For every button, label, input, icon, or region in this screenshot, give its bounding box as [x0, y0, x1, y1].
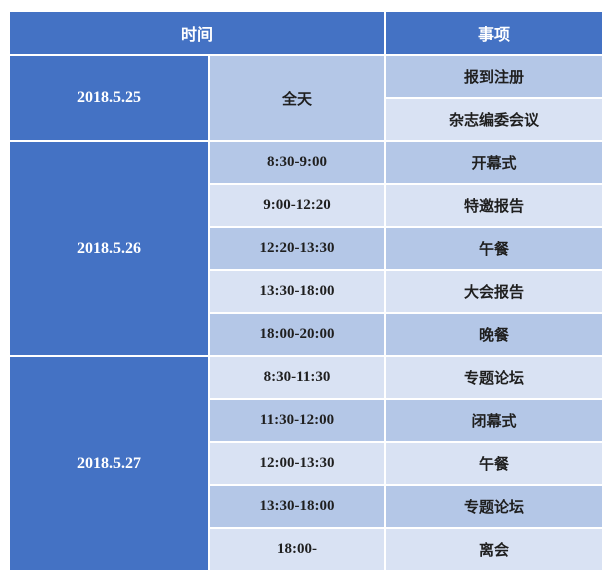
item-cell: 开幕式 [386, 142, 603, 183]
table-row: 2018.5.27 8:30-11:30 专题论坛 [10, 357, 603, 570]
time-cell: 11:30-12:00 [210, 400, 385, 441]
item-cell: 专题论坛 [386, 357, 603, 398]
item-cell: 午餐 [386, 228, 603, 269]
time-cell: 8:30-9:00 [210, 142, 385, 183]
item-cell: 晚餐 [386, 314, 603, 355]
item-cell: 闭幕式 [386, 400, 603, 441]
table-row: 18:00-20:00 晚餐 [10, 314, 603, 355]
table-row: 11:30-12:00 闭幕式 [10, 400, 603, 441]
table-row: 12:20-13:30 午餐 [10, 228, 603, 269]
table-row: 13:30-18:00 大会报告 [10, 271, 603, 312]
table-row: 杂志编委会议 [10, 99, 603, 140]
table-row: 2018.5.25 全天 报到注册 [10, 56, 603, 140]
time-cell: 13:30-18:00 [210, 271, 385, 312]
table-row: 13:30-18:00 专题论坛 [10, 486, 603, 527]
schedule-table: 时间 事项 2018.5.25 全天 报到注册 杂志编委会议 2018.5.26… [8, 10, 604, 572]
date-cell-day3: 2018.5.27 [10, 357, 208, 570]
time-cell: 8:30-11:30 [210, 357, 385, 398]
item-cell: 午餐 [386, 443, 603, 484]
header-item: 事项 [386, 12, 603, 54]
item-cell: 大会报告 [386, 271, 603, 312]
date-cell-day1: 2018.5.25 [10, 56, 208, 140]
time-cell: 18:00-20:00 [210, 314, 385, 355]
time-cell-all-day: 全天 [210, 56, 385, 140]
time-cell: 9:00-12:20 [210, 185, 385, 226]
time-cell: 12:00-13:30 [210, 443, 385, 484]
item-cell: 报到注册 [386, 56, 603, 97]
item-cell: 特邀报告 [386, 185, 603, 226]
time-cell: 12:20-13:30 [210, 228, 385, 269]
date-cell-day2: 2018.5.26 [10, 142, 208, 355]
table-row: 9:00-12:20 特邀报告 [10, 185, 603, 226]
item-cell: 专题论坛 [386, 486, 603, 527]
time-cell: 18:00- [210, 529, 385, 570]
header-row: 时间 事项 [10, 12, 603, 54]
header-time: 时间 [10, 12, 385, 54]
time-cell: 13:30-18:00 [210, 486, 385, 527]
table-row: 18:00- 离会 [10, 529, 603, 570]
item-cell: 离会 [386, 529, 603, 570]
table-row: 2018.5.26 8:30-9:00 开幕式 [10, 142, 603, 355]
item-cell: 杂志编委会议 [386, 99, 603, 140]
table-row: 12:00-13:30 午餐 [10, 443, 603, 484]
